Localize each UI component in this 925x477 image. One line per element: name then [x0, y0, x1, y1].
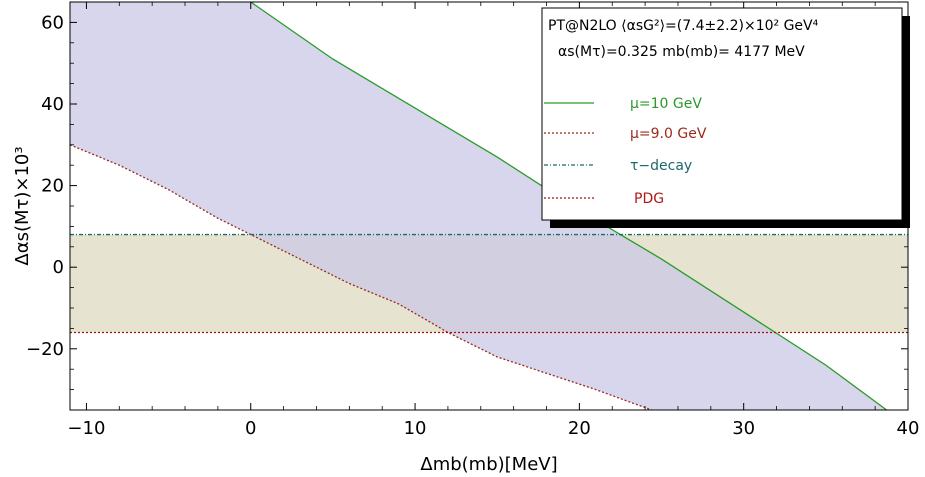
- legend-label-3: PDG: [634, 191, 664, 207]
- plot-area: [70, 2, 908, 410]
- x-tick-label: 30: [732, 418, 755, 439]
- y-axis-label: Δαs(Mτ)×10³: [12, 146, 33, 265]
- legend-title-line2: αs(Mτ)=0.325 mb(mb)= 4177 MeV: [558, 44, 805, 60]
- x-tick-label: 10: [404, 418, 427, 439]
- legend-title-line1: PT@N2LO ⟨αsG²⟩=(7.4±2.2)×10² GeV⁴: [548, 18, 819, 34]
- series-line-1: [70, 144, 652, 410]
- x-tick-label: −10: [67, 418, 105, 439]
- x-tick-label: 40: [897, 418, 920, 439]
- mu-range-band: [70, 2, 887, 410]
- legend-label-2: τ−decay: [630, 158, 692, 174]
- y-tick-label: 0: [53, 257, 64, 278]
- y-tick-label: −20: [26, 339, 64, 360]
- axes: −10 0 10 20 30 40 −20 0 20 40 60 Δmb(mb)[MeV] Δαs(Mτ…: [12, 1, 920, 475]
- x-axis-label: Δmb(mb)[MeV]: [420, 454, 557, 475]
- y-tick-label: 40: [41, 94, 64, 115]
- x-tick-label: 20: [568, 418, 591, 439]
- legend-box: [541, 7, 903, 221]
- y-tick-label: 60: [41, 12, 64, 33]
- y-tick-label: 20: [41, 176, 64, 197]
- x-tick-label: 0: [245, 418, 256, 439]
- legend: PT@N2LO ⟨αsG²⟩=(7.4±2.2)×10² GeV⁴ αs(Mτ)=…: [541, 7, 910, 228]
- legend-label-0: μ=10 GeV: [630, 96, 702, 112]
- legend-label-1: μ=9.0 GeV: [630, 126, 707, 142]
